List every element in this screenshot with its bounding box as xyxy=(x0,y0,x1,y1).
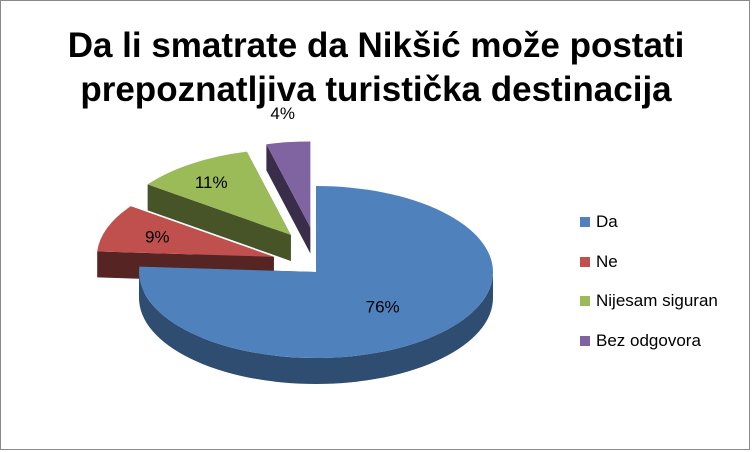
pie-slice-side-da xyxy=(139,272,493,384)
pie-slice-nijesam-siguran xyxy=(147,151,291,235)
chart-title: Da li smatrate da Nikšić može postati pr… xyxy=(0,24,752,112)
chart-title-line-2: prepoznatljiva turistička destinacija xyxy=(80,70,672,109)
legend: Da Ne Nijesam siguran Bez odgovora xyxy=(580,212,718,370)
legend-swatch-bez-odgovora xyxy=(580,335,590,346)
legend-label-nijesam-siguran: Nijesam siguran xyxy=(596,291,718,310)
legend-label-ne: Ne xyxy=(596,251,618,271)
legend-item-nijesam-siguran: Nijesam siguran xyxy=(580,291,718,311)
chart-title-line-1: Da li smatrate da Nikšić može postati xyxy=(67,26,685,65)
pie-slice-ne xyxy=(97,206,274,257)
pie-slice-wall-bez-odgovora-0 xyxy=(266,144,311,254)
legend-swatch-nijesam-siguran xyxy=(580,296,590,306)
pie-slice-da xyxy=(139,186,493,358)
data-label-da: 76% xyxy=(366,297,400,316)
legend-swatch-da xyxy=(580,217,590,227)
legend-label-bez-odgovora: Bez odgovora xyxy=(596,330,701,350)
legend-item-da: Da xyxy=(580,212,718,232)
legend-label-da: Da xyxy=(596,212,618,231)
legend-item-bez-odgovora: Bez odgovora xyxy=(580,331,718,351)
pie-slice-bez-odgovora xyxy=(266,141,311,228)
legend-swatch-ne xyxy=(580,256,590,267)
data-label-bez-odgovora: 4% xyxy=(270,104,295,123)
data-label-ne: 9% xyxy=(145,227,170,246)
data-label-nijesam-siguran: 11% xyxy=(195,173,228,192)
pie-slice-wall-nijesam-siguran-0 xyxy=(147,184,291,261)
legend-item-ne: Ne xyxy=(580,252,718,272)
